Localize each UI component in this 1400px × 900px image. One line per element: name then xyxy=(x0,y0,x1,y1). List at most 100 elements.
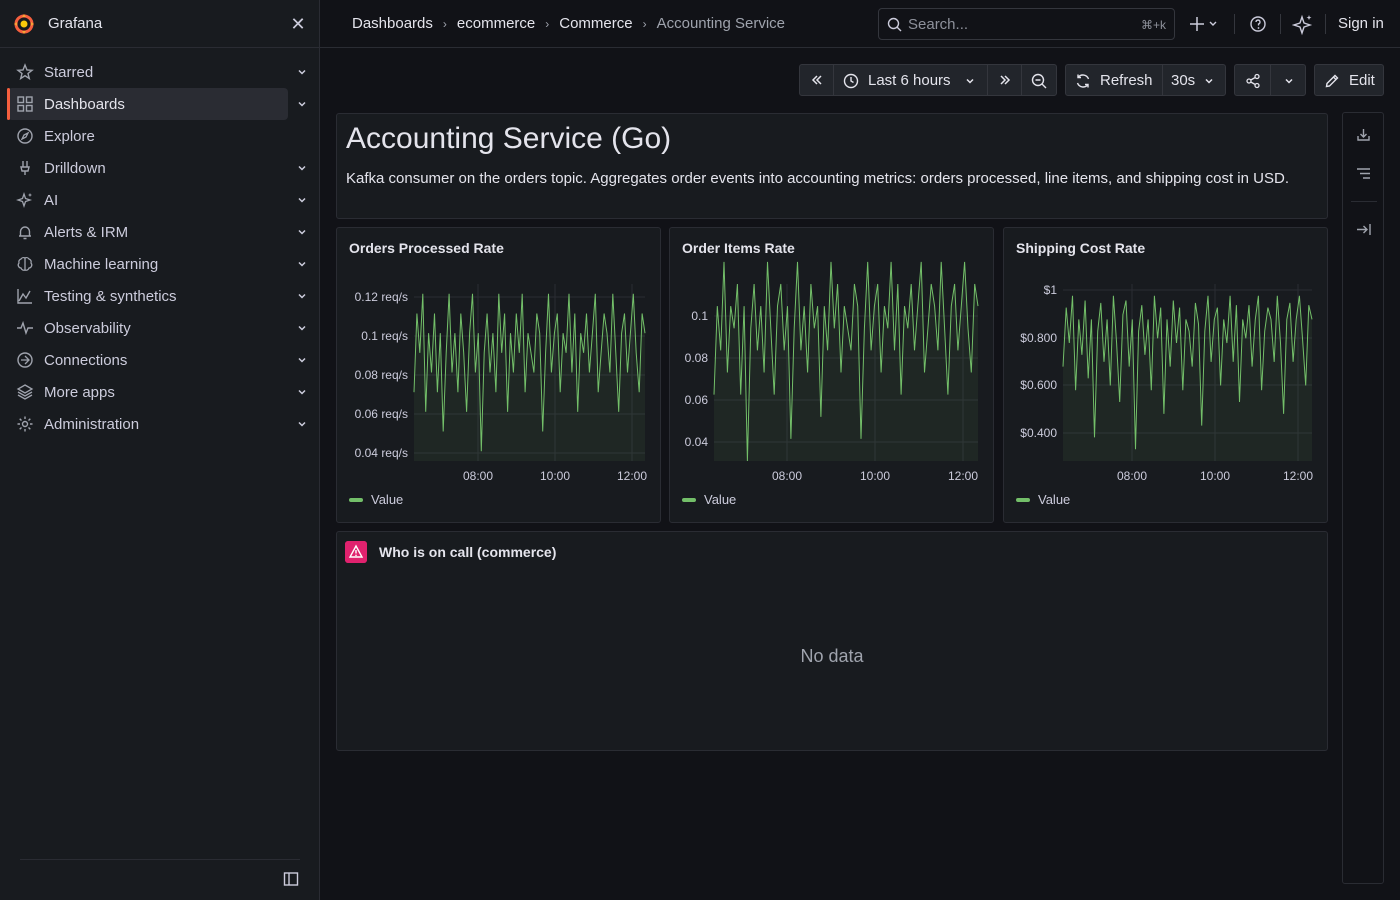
chart-panel-order-items[interactable]: Order Items Rate 0.04 0.06 0.08 0.1 08:00 10:… xyxy=(669,227,994,523)
chevron-down-icon xyxy=(966,78,974,84)
download-icon[interactable] xyxy=(1355,126,1372,143)
chevron-down-icon[interactable] xyxy=(296,162,308,174)
timeseries-chart[interactable]: 0.04 0.06 0.08 0.1 08:00 10:00 12:00 xyxy=(670,228,995,524)
zoom-out-button[interactable] xyxy=(1021,64,1057,96)
breadcrumb-chevron-icon: › xyxy=(545,17,550,31)
legend-label: Value xyxy=(1038,492,1071,507)
time-range-label: Last 6 hours xyxy=(868,72,951,89)
sidebar-item-observability[interactable]: Observability xyxy=(8,312,311,344)
app-title: Grafana xyxy=(48,15,103,32)
refresh-interval-label: 30s xyxy=(1171,72,1196,89)
chevron-down-icon[interactable] xyxy=(296,226,308,238)
chart-legend[interactable]: Value xyxy=(682,492,736,507)
topbar-divider xyxy=(1325,14,1326,34)
oncall-panel[interactable]: Who is on call (commerce) No data xyxy=(336,531,1328,751)
sidebar-item-more-apps[interactable]: More apps xyxy=(8,376,311,408)
zoom-out-icon xyxy=(1031,73,1047,89)
y-tick-label: 0.04 req/s xyxy=(355,446,408,460)
panel-title: Order Items Rate xyxy=(682,240,795,256)
sidebar: Grafana ✕ Starred Dashboards Explore Dri… xyxy=(0,0,320,900)
time-range-picker[interactable]: Last 6 hours xyxy=(833,64,988,96)
chevron-down-icon[interactable] xyxy=(296,322,308,334)
breadcrumb-current: Accounting Service xyxy=(656,15,786,32)
y-tick-label: 0.08 xyxy=(685,351,709,365)
chart-legend[interactable]: Value xyxy=(349,492,403,507)
panel-heading: Accounting Service (Go) xyxy=(346,122,672,155)
top-bar: Dashboards › ecommerce › Commerce › Acco… xyxy=(320,0,1400,48)
chevron-down-icon[interactable] xyxy=(296,258,308,270)
chart-panel-shipping[interactable]: Shipping Cost Rate $0.400 $0.600 $0.800 $1 0… xyxy=(1003,227,1328,523)
sidebar-item-explore[interactable]: Explore xyxy=(8,120,311,152)
time-forward-button[interactable] xyxy=(987,64,1022,96)
help-icon[interactable] xyxy=(1248,12,1268,36)
x-tick-label: 12:00 xyxy=(1283,469,1313,483)
panel-title: Who is on call (commerce) xyxy=(379,544,557,560)
chevron-down-icon[interactable] xyxy=(296,290,308,302)
sidebar-item-machine-learning[interactable]: Machine learning xyxy=(8,248,311,280)
search-input[interactable]: Search... ⌘+k xyxy=(878,8,1175,40)
edit-label: Edit xyxy=(1349,72,1375,89)
grafana-logo-icon[interactable] xyxy=(12,12,36,36)
sidebar-item-dashboards[interactable]: Dashboards xyxy=(7,88,288,120)
sidebar-item-alerts[interactable]: Alerts & IRM xyxy=(8,216,311,248)
refresh-interval-picker[interactable]: 30s xyxy=(1162,64,1226,96)
refresh-button[interactable]: Refresh xyxy=(1065,64,1163,96)
edit-button[interactable]: Edit xyxy=(1314,64,1384,96)
x-tick-label: 08:00 xyxy=(463,469,493,483)
chevron-down-icon[interactable] xyxy=(296,98,308,110)
sidebar-item-administration[interactable]: Administration xyxy=(8,408,311,440)
share-button[interactable] xyxy=(1234,64,1271,96)
no-data-message: No data xyxy=(800,646,864,666)
sidebar-item-starred[interactable]: Starred xyxy=(8,56,311,88)
sidebar-item-label: Administration xyxy=(44,416,140,433)
series-area xyxy=(414,293,645,461)
sign-in-link[interactable]: Sign in xyxy=(1338,15,1384,32)
chart-panel-orders[interactable]: Orders Processed Rate 0.04 req/s 0.06 req… xyxy=(336,227,661,523)
series-area xyxy=(1063,295,1312,461)
chevron-down-icon[interactable] xyxy=(296,418,308,430)
legend-label: Value xyxy=(371,492,404,507)
breadcrumb-ecommerce[interactable]: ecommerce xyxy=(456,15,536,32)
y-tick-label: $0.800 xyxy=(1020,331,1057,345)
search-icon xyxy=(887,17,902,32)
y-tick-label: $1 xyxy=(1044,283,1058,297)
breadcrumb-dashboards[interactable]: Dashboards xyxy=(352,15,433,32)
series-line xyxy=(713,261,979,462)
add-new-icon[interactable] xyxy=(1188,12,1220,36)
chevron-down-icon[interactable] xyxy=(296,354,308,366)
chevron-down-icon[interactable] xyxy=(296,386,308,398)
link-icon xyxy=(17,352,33,368)
timeseries-chart[interactable]: 0.04 req/s 0.06 req/s 0.08 req/s 0.1 req/s 0… xyxy=(337,228,662,524)
sidebar-item-testing[interactable]: Testing & synthetics xyxy=(8,280,311,312)
sidebar-item-label: Testing & synthetics xyxy=(44,288,177,305)
outline-list-icon[interactable] xyxy=(1355,165,1372,182)
share-menu-button[interactable] xyxy=(1270,64,1306,96)
breadcrumb-commerce[interactable]: Commerce xyxy=(559,15,633,32)
chevron-down-icon[interactable] xyxy=(296,66,308,78)
close-sidebar-icon[interactable]: ✕ xyxy=(290,14,306,34)
legend-swatch xyxy=(682,497,696,502)
y-tick-label: 0.06 xyxy=(685,393,709,407)
rail-divider xyxy=(1351,201,1377,202)
chart-legend[interactable]: Value xyxy=(1016,492,1070,507)
sidebar-item-drilldown[interactable]: Drilldown xyxy=(8,152,311,184)
collapse-rail-icon[interactable] xyxy=(1355,221,1372,238)
refresh-icon xyxy=(1076,74,1090,88)
chevron-down-icon[interactable] xyxy=(296,194,308,206)
sidebar-item-label: Drilldown xyxy=(44,160,106,177)
y-tick-label: 0.08 req/s xyxy=(355,368,408,382)
dock-sidebar-icon[interactable] xyxy=(283,871,299,887)
legend-swatch xyxy=(1016,497,1030,502)
timeseries-chart[interactable]: $0.400 $0.600 $0.800 $1 08:00 10:00 12:00 xyxy=(1004,228,1329,524)
sidebar-item-connections[interactable]: Connections xyxy=(8,344,311,376)
sidebar-item-label: Dashboards xyxy=(44,96,125,113)
sidebar-item-ai[interactable]: AI xyxy=(8,184,311,216)
y-tick-label: 0.1 req/s xyxy=(361,329,408,343)
sidebar-divider xyxy=(20,859,300,860)
assistant-sparkle-icon[interactable] xyxy=(1292,12,1314,36)
x-tick-label: 12:00 xyxy=(948,469,978,483)
chevron-down-icon xyxy=(1285,78,1293,84)
x-tick-label: 10:00 xyxy=(860,469,890,483)
time-back-button[interactable] xyxy=(799,64,834,96)
brain-icon xyxy=(17,256,33,271)
